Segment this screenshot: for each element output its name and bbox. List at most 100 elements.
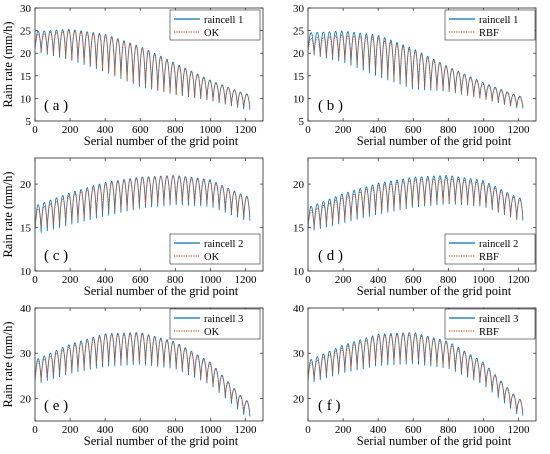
x-tick-label: 200 [62,424,79,436]
legend-label: raincell 2 [204,239,243,250]
legend: raincell 2 OK [169,233,261,265]
legend-label: raincell 1 [479,15,518,26]
series-group [35,28,251,110]
x-tick-label: 200 [335,274,352,286]
y-tick-label: 25 [20,26,32,38]
y-tick-label: 10 [293,266,305,278]
series-group [308,30,524,109]
legend-label: raincell 1 [204,15,243,26]
legend: raincell 3 OK [169,308,261,340]
y-tick-label: 20 [293,48,305,60]
legend-box [169,233,261,265]
x-tick-label: 400 [370,274,387,286]
x-tick-label: 600 [132,274,149,286]
y-tick-label: 15 [20,223,32,235]
panel-4: 0 200 400 600 800 1000 1200 10 15 20 Serial number… [293,157,537,298]
y-tick-label: 20 [20,179,32,191]
x-tick-label: 0 [305,424,311,436]
x-tick-label: 1200 [234,424,257,436]
x-tick-label: 1000 [199,424,222,436]
series-group [35,332,251,417]
panel-5: 0 200 400 600 800 1000 1200 20 30 40 Serial number… [1,303,264,448]
y-tick-label: 10 [20,266,32,278]
x-axis-label: Serial number of the grid point [84,134,239,148]
x-axis-label: Serial number of the grid point [357,434,512,448]
x-tick-label: 1200 [234,274,257,286]
panel-label: ( a ) [44,98,68,114]
x-axis-label: Serial number of the grid point [84,434,239,448]
legend-label: RBF [479,252,499,263]
series-line-interpolated [35,175,251,230]
y-tick-label: 10 [293,93,305,105]
x-tick-label: 200 [335,424,352,436]
series-line-interpolated [308,177,524,228]
legend-box [169,9,261,41]
legend-label: OK [204,28,220,39]
x-tick-label: 800 [440,424,457,436]
legend: raincell 3 RBF [444,308,536,340]
y-tick-label: 20 [20,48,32,60]
x-tick-label: 800 [440,124,457,136]
panel-3: 0 200 400 600 800 1000 1200 10 15 20 Serial number… [1,157,264,298]
y-tick-label: 20 [293,179,305,191]
legend-box [444,308,536,340]
legend-box [444,233,536,265]
x-tick-label: 1000 [472,274,495,286]
x-axis-label: Serial number of the grid point [357,284,512,298]
x-tick-label: 600 [405,274,422,286]
series-group [308,332,524,416]
y-tick-label: 30 [20,348,32,360]
x-tick-label: 600 [132,124,149,136]
series-line-interpolated [308,34,524,108]
legend: raincell 1 RBF [444,9,536,41]
legend-label: OK [204,327,220,338]
x-axis-label: Serial number of the grid point [84,284,239,298]
panel-label: ( d ) [318,248,343,264]
x-tick-label: 400 [97,124,114,136]
legend-label: OK [204,252,220,263]
panel-label: ( b ) [318,98,343,114]
y-tick-label: 15 [20,71,32,83]
x-tick-label: 600 [405,124,422,136]
panel-1: 0 200 400 600 800 1000 1200 5 10 15 20 25 30 Serial n… [1,3,264,148]
y-axis-label: Rain rate (mm/h) [1,321,15,407]
legend: raincell 1 OK [169,9,261,41]
y-axis-label: Rain rate (mm/h) [1,171,15,257]
x-tick-label: 1000 [472,424,495,436]
x-tick-label: 200 [62,124,79,136]
x-tick-label: 800 [167,424,184,436]
x-tick-label: 400 [97,424,114,436]
legend: raincell 2 RBF [444,233,536,265]
legend-box [444,9,536,41]
x-tick-label: 200 [62,274,79,286]
panel-2: 0 200 400 600 800 1000 1200 5 10 15 20 25 30 Serial n… [293,3,537,148]
x-tick-label: 0 [305,124,311,136]
x-tick-label: 0 [32,424,38,436]
y-tick-label: 40 [20,303,32,315]
y-tick-label: 30 [293,3,305,15]
x-tick-label: 0 [32,274,38,286]
legend-label: raincell 3 [204,314,243,325]
x-tick-label: 800 [167,124,184,136]
x-tick-label: 600 [132,424,149,436]
x-tick-label: 1000 [199,124,222,136]
legend-label: raincell 2 [479,239,518,250]
y-tick-label: 10 [20,93,32,105]
y-tick-label: 15 [293,71,305,83]
x-tick-label: 400 [97,274,114,286]
panel-label: ( e ) [44,398,68,414]
x-tick-label: 400 [370,424,387,436]
y-axis-label: Rain rate (mm/h) [1,21,15,107]
series-line-interpolated [35,333,251,413]
x-tick-label: 800 [167,274,184,286]
x-tick-label: 0 [305,274,311,286]
legend-label: RBF [479,28,499,39]
x-tick-label: 400 [370,124,387,136]
y-tick-label: 30 [293,348,305,360]
x-tick-label: 1200 [234,124,257,136]
y-tick-label: 15 [293,223,305,235]
series-line-interpolated [35,30,251,108]
series-group [308,175,524,232]
y-tick-label: 40 [293,303,305,315]
